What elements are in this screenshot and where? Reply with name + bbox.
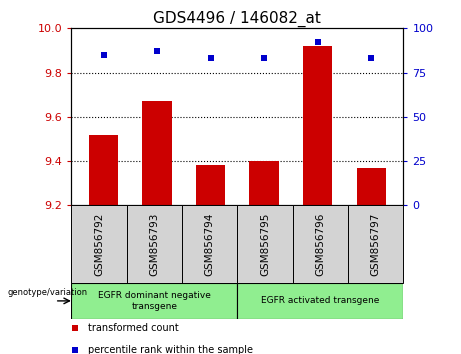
Bar	[356, 168, 386, 205]
Bar	[303, 46, 332, 205]
Bar	[127, 205, 182, 283]
Bar	[71, 283, 237, 319]
Text: GSM856796: GSM856796	[315, 212, 325, 276]
Text: EGFR dominant negative
transgene: EGFR dominant negative transgene	[98, 291, 211, 310]
Text: transformed count: transformed count	[88, 323, 179, 333]
Text: GSM856795: GSM856795	[260, 212, 270, 276]
Bar	[142, 101, 172, 205]
Bar	[249, 161, 279, 205]
Text: GSM856797: GSM856797	[371, 212, 381, 276]
Title: GDS4496 / 146082_at: GDS4496 / 146082_at	[154, 11, 321, 27]
Text: GSM856792: GSM856792	[94, 212, 104, 276]
Bar	[71, 205, 127, 283]
Bar	[89, 135, 118, 205]
Text: percentile rank within the sample: percentile rank within the sample	[88, 346, 253, 354]
Bar	[237, 283, 403, 319]
Bar	[237, 205, 293, 283]
Bar	[293, 205, 348, 283]
Text: GSM856794: GSM856794	[205, 212, 215, 276]
Bar	[182, 205, 237, 283]
Bar	[348, 205, 403, 283]
Text: genotype/variation: genotype/variation	[7, 287, 88, 297]
Text: EGFR activated transgene: EGFR activated transgene	[261, 296, 379, 306]
Bar	[196, 165, 225, 205]
Text: GSM856793: GSM856793	[149, 212, 160, 276]
